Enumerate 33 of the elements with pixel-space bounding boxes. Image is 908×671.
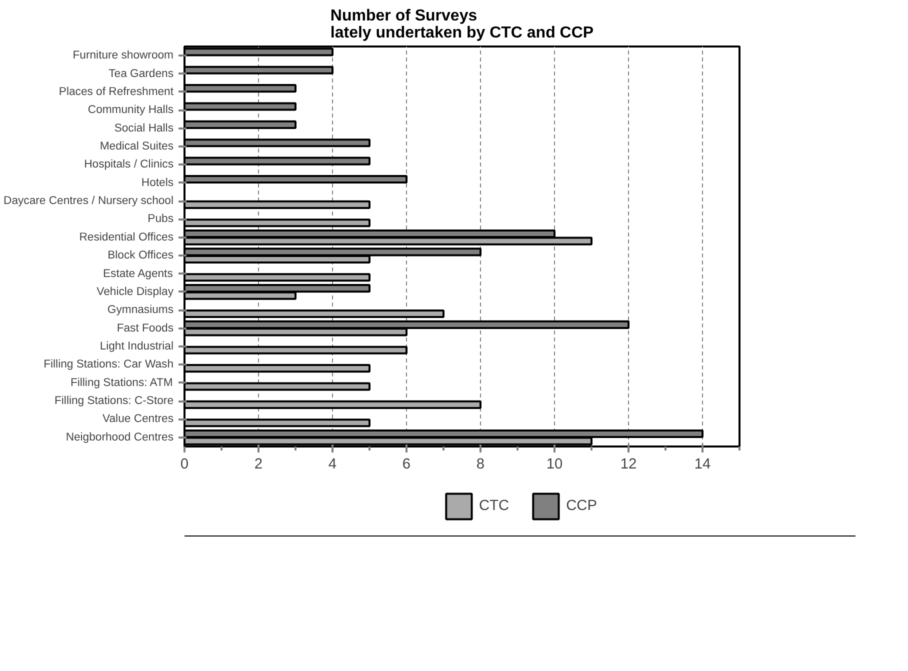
y-tick-label: Residential Offices	[79, 231, 174, 244]
y-tick-label: Value Centres	[102, 413, 174, 426]
y-tick-label: Furniture showroom	[72, 50, 174, 62]
legend-label: CTC	[478, 498, 510, 514]
y-tick-label: Community Halls	[88, 104, 174, 116]
y-tick-label: Light Industrial	[100, 340, 174, 352]
y-tick-label: Daycare Centres / Nursery school	[4, 195, 174, 208]
y-tick-label: Filling Stations: ATM	[70, 376, 173, 389]
legend-label: CCP	[566, 498, 598, 514]
y-tick-label: Fast Foods	[116, 322, 174, 334]
y-tick-label: Hospitals / Clinics	[84, 158, 174, 171]
x-tick-label: 12	[620, 456, 637, 472]
y-tick-label: Tea Gardens	[108, 68, 174, 80]
x-tick-label: 8	[476, 456, 485, 472]
x-tick-label: 14	[694, 456, 711, 472]
y-tick-label: Hotels	[141, 176, 174, 189]
y-tick-label: Neigborhood Centres	[66, 431, 174, 444]
x-tick-label: 0	[180, 456, 189, 472]
y-tick-label: Vehicle Display	[96, 286, 174, 298]
chart-title: Number of Surveys lately undertaken by CTC and CCP	[330, 8, 594, 42]
x-tick-label: 2	[254, 456, 263, 472]
y-tick-label: Block Offices	[108, 250, 174, 262]
y-tick-label: Filling Stations: C-Store	[54, 395, 174, 408]
y-tick-label: Medical Suites	[100, 140, 174, 152]
x-tick-label: 4	[328, 456, 337, 472]
y-tick-label: Social Halls	[114, 122, 174, 134]
y-tick-label: Places of Refreshment	[58, 86, 174, 98]
y-tick-label: Gymnasiums	[107, 304, 174, 316]
y-tick-label: Pubs	[148, 213, 174, 226]
x-tick-label: 10	[546, 456, 563, 472]
x-tick-label: 6	[402, 456, 411, 472]
y-tick-label: Estate Agents	[102, 268, 174, 280]
y-tick-label: Filling Stations: Car Wash	[44, 358, 174, 371]
